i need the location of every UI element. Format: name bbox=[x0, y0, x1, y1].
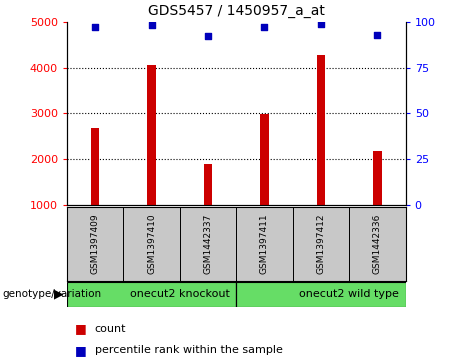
Bar bbox=[260, 114, 269, 205]
Bar bbox=[349, 207, 406, 281]
Text: ■: ■ bbox=[75, 344, 87, 357]
Point bbox=[148, 23, 155, 28]
Bar bbox=[67, 207, 123, 281]
Point bbox=[91, 24, 99, 30]
Bar bbox=[67, 282, 236, 307]
Text: percentile rank within the sample: percentile rank within the sample bbox=[95, 345, 283, 355]
Bar bbox=[180, 207, 236, 281]
Bar bbox=[123, 207, 180, 281]
Text: GSM1397409: GSM1397409 bbox=[90, 214, 100, 274]
Text: ■: ■ bbox=[75, 322, 87, 335]
Title: GDS5457 / 1450957_a_at: GDS5457 / 1450957_a_at bbox=[148, 4, 325, 18]
Bar bbox=[91, 128, 99, 205]
Text: GSM1442336: GSM1442336 bbox=[373, 214, 382, 274]
Text: genotype/variation: genotype/variation bbox=[2, 289, 101, 299]
Text: GSM1397410: GSM1397410 bbox=[147, 214, 156, 274]
Text: GSM1442337: GSM1442337 bbox=[203, 214, 213, 274]
Text: count: count bbox=[95, 323, 126, 334]
Text: GSM1397411: GSM1397411 bbox=[260, 214, 269, 274]
Point bbox=[261, 24, 268, 30]
Bar bbox=[236, 282, 406, 307]
Point bbox=[204, 33, 212, 39]
Bar bbox=[293, 207, 349, 281]
Text: GSM1397412: GSM1397412 bbox=[316, 214, 325, 274]
Text: ▶: ▶ bbox=[53, 288, 63, 301]
Bar bbox=[236, 207, 293, 281]
Bar bbox=[148, 65, 156, 205]
Bar bbox=[373, 151, 382, 205]
Text: onecut2 knockout: onecut2 knockout bbox=[130, 289, 230, 299]
Bar bbox=[204, 164, 212, 205]
Text: onecut2 wild type: onecut2 wild type bbox=[299, 289, 399, 299]
Bar bbox=[317, 55, 325, 205]
Point bbox=[374, 32, 381, 37]
Point bbox=[317, 21, 325, 26]
